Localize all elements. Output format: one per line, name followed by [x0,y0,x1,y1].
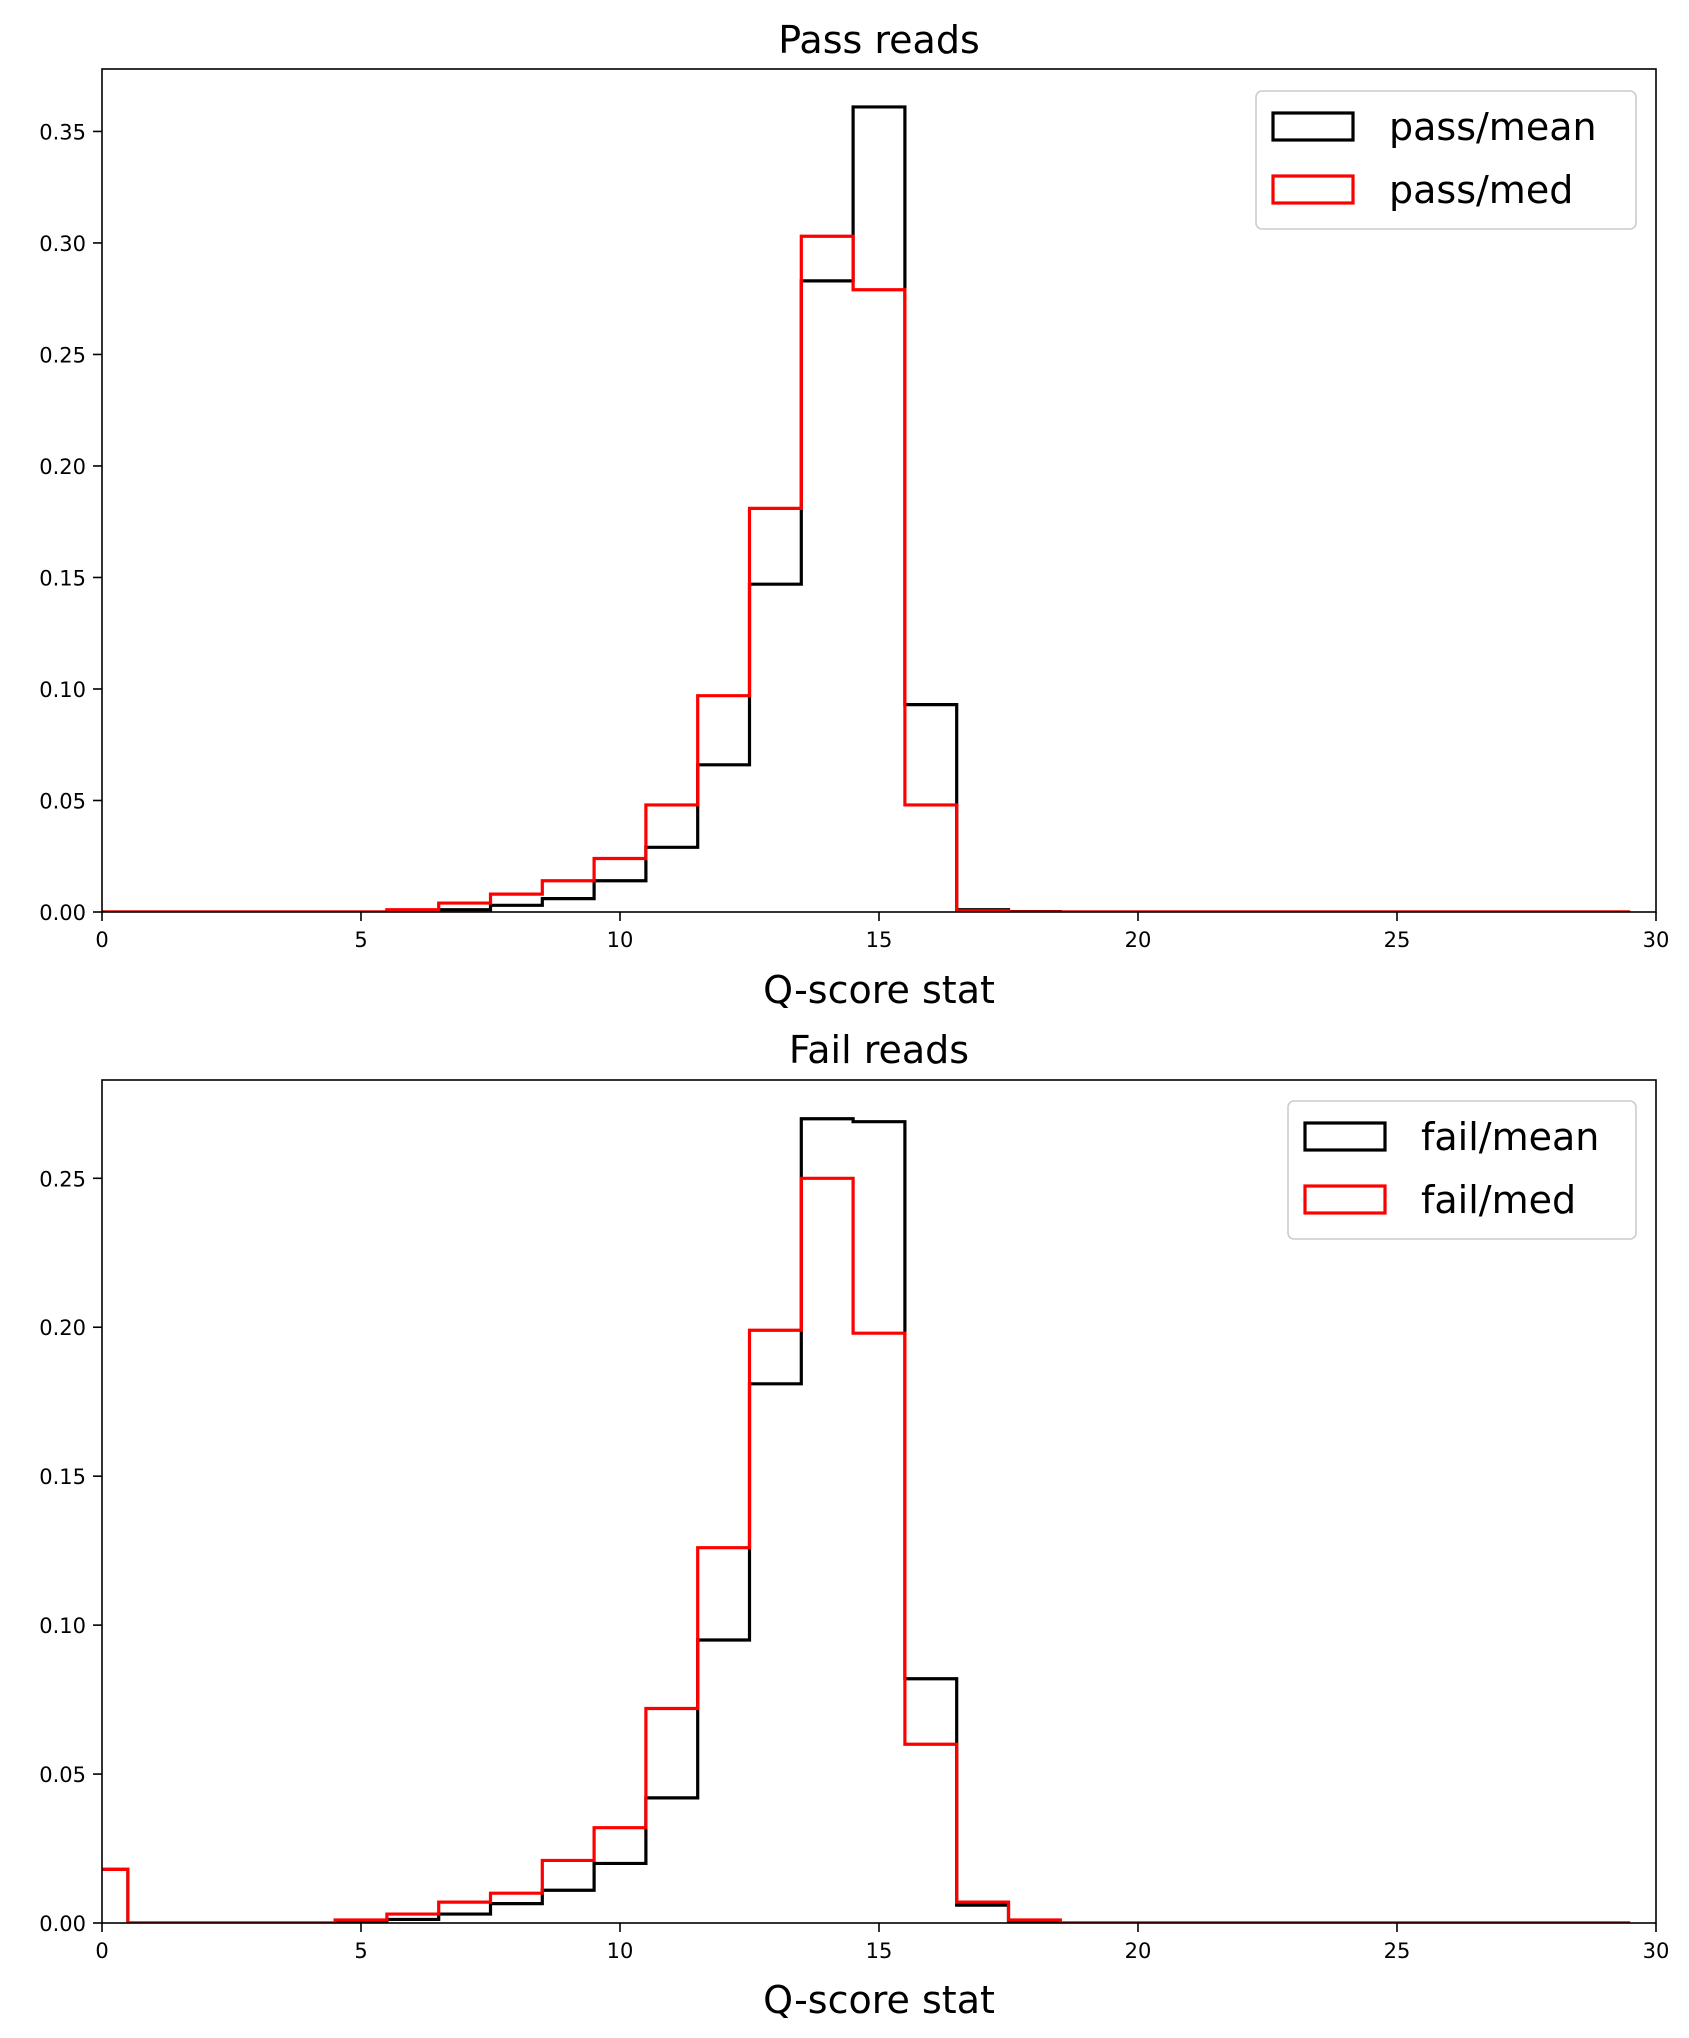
chart-title: Fail reads [789,1028,969,1072]
x-tick-label: 20 [1125,1939,1152,1963]
x-tick-label: 15 [866,1939,893,1963]
y-tick-label: 0.00 [39,901,86,925]
chart-title: Pass reads [778,18,980,62]
x-tick-label: 5 [354,928,367,952]
x-tick-label: 30 [1643,928,1670,952]
x-tick-label: 10 [607,1939,634,1963]
legend-box [1255,90,1637,230]
x-tick-label: 25 [1384,1939,1411,1963]
legend-label-2: pass/med [1389,168,1573,212]
legend-label-1: fail/mean [1421,1115,1599,1159]
legend-swatch-1 [1303,1121,1387,1152]
legend-swatch-1 [1271,111,1355,142]
legend: pass/mean pass/med [1255,90,1637,230]
x-tick-label: 0 [95,1939,108,1963]
legend-label-1: pass/mean [1389,105,1597,149]
x-tick-label: 20 [1125,928,1152,952]
y-tick-label: 0.15 [39,1465,86,1489]
x-axis-label: Q-score stat [763,1978,995,2022]
y-tick-label: 0.10 [39,1614,86,1638]
chart-panel-1: 0 5 10 15 20 25 30 0.00 0.05 0.10 0.15 0.20 0.25 0.30… [39,18,1669,1012]
series-line-2 [102,234,1631,912]
y-tick-label: 0.25 [39,1167,86,1191]
x-tick-label: 0 [95,928,108,952]
y-tick-label: 0.15 [39,566,86,590]
x-tick-label: 25 [1384,928,1411,952]
plot-area [102,1117,1631,1923]
y-tick-label: 0.30 [39,232,86,256]
legend-label-2: fail/med [1421,1178,1576,1222]
chart-panel-2: 0 5 10 15 20 25 30 0.00 0.05 0.10 0.15 0.20 0.25 Fail… [39,1028,1669,2022]
x-tick-label: 30 [1643,1939,1670,1963]
y-tick-label: 0.20 [39,1316,86,1340]
x-tick-label: 10 [607,928,634,952]
x-axis-label: Q-score stat [763,968,995,1012]
y-tick-label: 0.05 [39,1763,86,1787]
y-tick-label: 0.05 [39,789,86,813]
y-tick-label: 0.20 [39,455,86,479]
x-tick-label: 5 [354,1939,367,1963]
y-tick-label: 0.35 [39,120,86,144]
series-line-2 [102,1176,1631,1923]
x-tick-label: 15 [866,928,893,952]
legend-swatch-2 [1271,174,1355,205]
legend: fail/mean fail/med [1287,1100,1637,1240]
y-tick-label: 0.10 [39,678,86,702]
plot-area [102,105,1631,912]
legend-swatch-2 [1303,1184,1387,1215]
legend-box [1287,1100,1637,1240]
y-tick-label: 0.25 [39,343,86,367]
y-tick-label: 0.00 [39,1912,86,1936]
